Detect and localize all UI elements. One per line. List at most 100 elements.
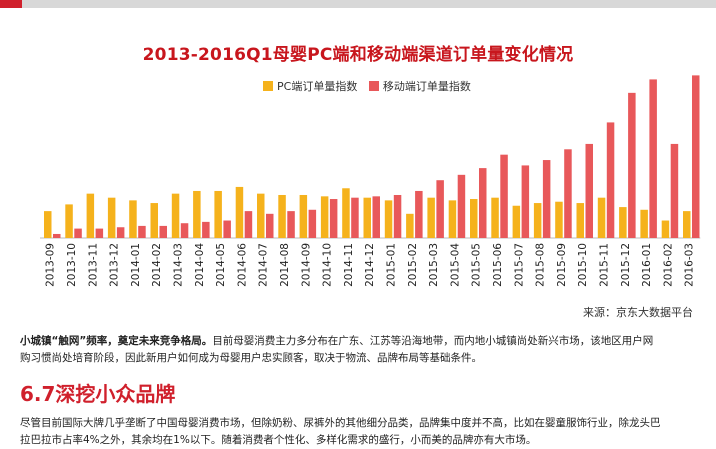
legend-label-pc: PC端订单量指数 (277, 80, 358, 93)
paragraph-lead-bold: 小城镇“触网”频率，奠定未来竞争格局。 (20, 335, 213, 347)
bar-mobile-2014-09 (308, 209, 317, 238)
x-tick-label: 2015-03 (428, 243, 440, 287)
bar-mobile-2015-10 (585, 143, 593, 238)
x-tick-label: 2013-11 (87, 243, 99, 287)
x-tick-label: 2015-04 (449, 243, 461, 287)
x-tick-label: 2014-07 (258, 243, 270, 287)
x-tick-label: 2015-10 (577, 243, 589, 287)
x-tick-label: 2016-03 (684, 243, 696, 287)
bar-pc-2014-05 (214, 190, 222, 238)
x-tick-label: 2015-06 (492, 243, 504, 287)
bar-pc-2015-06 (491, 197, 499, 238)
x-tick-label: 2015-08 (535, 243, 547, 287)
bar-mobile-2015-08 (542, 160, 551, 238)
bar-mobile-2013-09 (53, 233, 61, 238)
legend-swatch-mobile (368, 81, 379, 91)
x-tick-label: 2014-06 (236, 243, 248, 287)
bar-pc-2013-11 (86, 193, 95, 238)
bar-mobile-2015-05 (479, 168, 487, 238)
bar-mobile-2015-04 (457, 174, 466, 238)
chart-source: 来源：京东大数据平台 (583, 306, 693, 319)
x-tick-label: 2014-01 (130, 243, 142, 287)
bar-mobile-2015-12 (628, 92, 636, 239)
bar-pc-2015-05 (470, 199, 478, 238)
bar-pc-2014-10 (320, 196, 329, 238)
paragraph-line-1-text: 目前母婴消费主力多分布在广东、江苏等沿海地带，而内地小城镇尚处新兴市场，该地区用… (212, 335, 654, 347)
bar-mobile-2014-08 (287, 211, 295, 238)
bar-mobile-2014-10 (329, 199, 338, 238)
bar-mobile-2016-01 (649, 79, 657, 239)
legend-swatch-pc (263, 81, 273, 91)
bar-pc-2015-11 (597, 197, 606, 238)
top-accent-block (0, 0, 22, 8)
x-tick-label: 2015-01 (385, 243, 397, 287)
bar-mobile-2015-09 (564, 149, 572, 238)
x-tick-label: 2014-12 (364, 243, 376, 287)
bar-pc-2014-04 (193, 190, 201, 238)
bar-pc-2016-02 (661, 220, 670, 238)
bar-mobile-2015-06 (500, 154, 508, 238)
bar-mobile-2015-11 (606, 122, 615, 238)
bar-mobile-2014-07 (266, 213, 274, 238)
bar-pc-2015-07 (512, 205, 521, 238)
x-tick-label: 2014-10 (322, 243, 334, 287)
bar-mobile-2015-02 (415, 190, 423, 238)
bar-pc-2013-09 (44, 211, 52, 238)
bar-mobile-2013-10 (74, 228, 82, 238)
bar-pc-2016-01 (640, 209, 648, 238)
bar-pc-2014-07 (257, 193, 265, 238)
bar-pc-2014-09 (299, 194, 308, 238)
x-tick-label: 2014-05 (215, 243, 227, 287)
bar-pc-2013-12 (107, 197, 116, 238)
x-tick-label: 2015-05 (471, 243, 483, 287)
bar-mobile-2014-02 (159, 225, 167, 238)
bar-pc-2014-12 (363, 197, 371, 238)
x-tick-label: 2015-02 (407, 243, 419, 287)
legend-item-mobile: 移动端订单量指数 (368, 78, 471, 94)
chart-title: 2013-2016Q1母婴PC端和移动端渠道订单量变化情况 (142, 45, 574, 65)
x-tick-label: 2013-10 (66, 243, 78, 287)
bar-pc-2015-12 (619, 207, 627, 238)
bar-pc-2015-09 (555, 201, 563, 238)
bar-pc-2014-03 (171, 193, 180, 238)
bar-mobile-2015-03 (436, 180, 444, 238)
bar-pc-2014-02 (150, 203, 158, 238)
bar-pc-2015-02 (406, 213, 414, 238)
x-tick-label: 2016-02 (662, 243, 674, 287)
bar-pc-2013-10 (65, 204, 73, 238)
x-tick-label: 2014-08 (279, 243, 291, 287)
bar-mobile-2015-01 (393, 194, 402, 238)
top-decor-bar (0, 0, 716, 8)
bar-pc-2015-10 (576, 203, 584, 238)
bar-mobile-2014-01 (138, 225, 146, 238)
bar-pc-2015-08 (533, 203, 542, 238)
x-tick-label: 2013-12 (109, 243, 121, 287)
x-tick-label: 2015-11 (598, 243, 610, 287)
bar-pc-2014-06 (235, 186, 244, 238)
chart-legend: PC端订单量指数 移动端订单量指数 (263, 78, 479, 94)
paragraph2-line-2: 拉巴拉市占率4%之外，其余均在1%以下。随着消费者个性化、多样化需求的盛行，小而… (20, 434, 537, 446)
x-tick-label: 2013-09 (45, 243, 57, 287)
paragraph2-line-1: 尽管目前国际大牌几乎垄断了中国母婴消费市场，但除奶粉、尿裤外的其他细分品类，品牌… (20, 417, 661, 429)
x-tick-label: 2014-11 (343, 243, 355, 287)
paragraph-line-1: 小城镇“触网”频率，奠定未来竞争格局。目前母婴消费主力多分布在广东、江苏等沿海地… (20, 333, 716, 350)
bar-chart: 2013-09 2013-10 2013-11 2013-12 2014-01 2014-… (40, 75, 701, 287)
section-title: 6.7深挖小众品牌 (20, 382, 176, 406)
bar-mobile-2014-03 (180, 223, 189, 238)
bar-mobile-2015-07 (521, 165, 530, 238)
bar-mobile-2014-04 (202, 221, 210, 238)
paragraph-niche-brands: 尽管目前国际大牌几乎垄断了中国母婴消费市场，但除奶粉、尿裤外的其他细分品类，品牌… (20, 415, 716, 449)
x-tick-label: 2014-02 (151, 243, 163, 287)
x-tick-label: 2016-01 (641, 243, 653, 287)
x-tick-label: 2015-09 (556, 243, 568, 287)
paragraph-line-2: 购习惯尚处培育阶段，因此新用户如何成为母婴用户忠实顾客，取决于物流、品牌布局等基… (20, 352, 482, 364)
bar-mobile-2014-05 (223, 220, 231, 238)
x-tick-label: 2014-09 (300, 243, 312, 287)
x-tick-label: 2015-07 (513, 243, 525, 287)
legend-label-mobile: 移动端订单量指数 (382, 80, 471, 93)
x-tick-label: 2014-04 (194, 243, 206, 287)
bar-pc-2014-01 (129, 200, 137, 238)
bar-pc-2015-03 (427, 197, 435, 238)
bar-pc-2015-01 (384, 200, 393, 238)
bar-pc-2014-08 (278, 194, 286, 238)
